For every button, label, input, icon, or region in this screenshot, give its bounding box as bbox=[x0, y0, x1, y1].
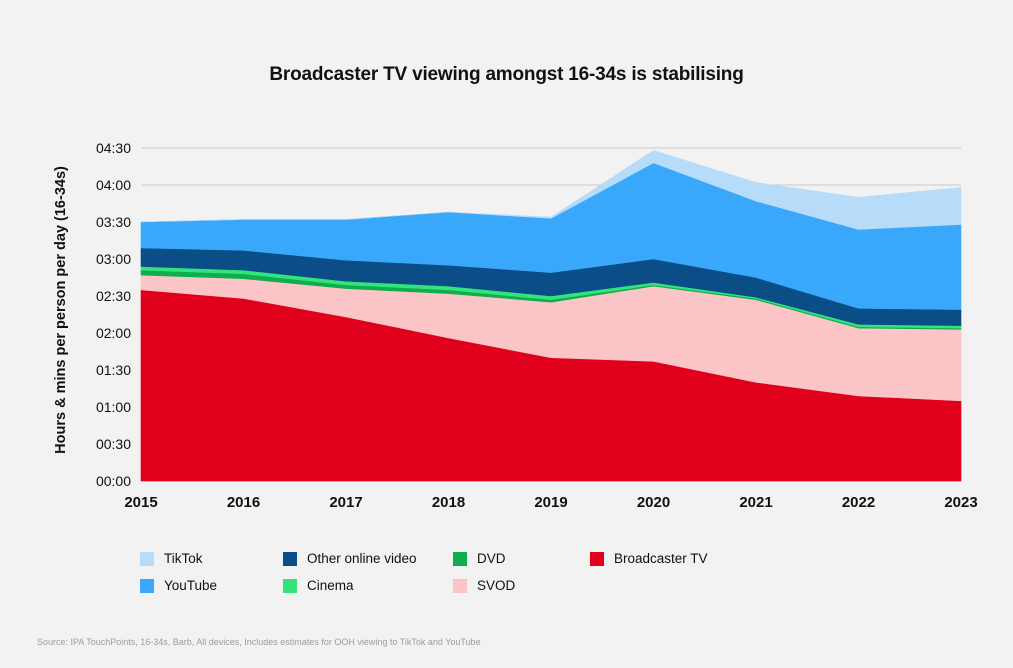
y-tick-label: 03:00 bbox=[96, 251, 131, 267]
legend-swatch bbox=[140, 551, 154, 566]
legend-item-svod: SVOD bbox=[453, 578, 515, 593]
y-tick-label: 02:30 bbox=[96, 288, 131, 304]
legend-item-dvd: DVD bbox=[453, 551, 506, 566]
area-tiktok bbox=[140, 150, 962, 230]
legend-label: SVOD bbox=[477, 578, 516, 593]
legend-label: Cinema bbox=[307, 578, 354, 593]
legend-swatch bbox=[453, 551, 467, 566]
y-tick-label: 00:00 bbox=[96, 473, 131, 489]
x-tick-label: 2020 bbox=[637, 494, 670, 511]
legend-swatch bbox=[283, 551, 297, 566]
y-tick-label: 00:30 bbox=[96, 436, 131, 452]
legend-label: TikTok bbox=[164, 551, 203, 566]
legend-swatch bbox=[283, 578, 297, 593]
y-tick-label: 04:00 bbox=[96, 177, 131, 193]
y-tick-label: 04:30 bbox=[96, 140, 131, 156]
legend-label: Other online video bbox=[307, 551, 417, 566]
y-tick-label: 03:30 bbox=[96, 214, 131, 230]
chart-title: Broadcaster TV viewing amongst 16-34s is… bbox=[269, 64, 744, 85]
y-tick-label: 01:30 bbox=[96, 362, 131, 378]
x-tick-label: 2023 bbox=[944, 494, 977, 511]
legend-label: DVD bbox=[477, 551, 506, 566]
x-tick-label: 2017 bbox=[329, 494, 362, 511]
x-tick-label: 2021 bbox=[739, 494, 772, 511]
y-axis-label: Hours & mins per person per day (16-34s) bbox=[53, 166, 69, 454]
legend-item-tiktok: TikTok bbox=[140, 551, 203, 566]
legend-label: Broadcaster TV bbox=[614, 551, 708, 566]
legend-label: YouTube bbox=[164, 578, 218, 593]
legend-swatch bbox=[590, 551, 604, 566]
x-tick-label: 2022 bbox=[842, 494, 875, 511]
x-tick-label: 2016 bbox=[227, 494, 260, 511]
area-series bbox=[140, 150, 962, 482]
y-tick-label: 02:00 bbox=[96, 325, 131, 341]
legend-swatch bbox=[453, 578, 467, 593]
legend-item-broadcaster-tv: Broadcaster TV bbox=[590, 551, 708, 566]
source-note: Source: IPA TouchPoints, 16-34s, Barb, A… bbox=[37, 637, 481, 647]
x-tick-label: 2018 bbox=[432, 494, 465, 511]
legend-item-cinema: Cinema bbox=[283, 578, 354, 593]
legend-swatch bbox=[140, 578, 154, 593]
x-axis-tick-labels: 2015 2016 2017 2018 2019 2020 2021 2022 2023 bbox=[124, 494, 977, 511]
x-tick-label: 2019 bbox=[534, 494, 567, 511]
y-axis-tick-labels: 00:00 00:30 01:00 01:30 02:00 02:30 03:00 03:30… bbox=[96, 140, 131, 489]
y-tick-label: 01:00 bbox=[96, 399, 131, 415]
legend-item-other-online-video: Other online video bbox=[283, 551, 417, 566]
x-tick-label: 2015 bbox=[124, 494, 157, 511]
legend-item-youtube: YouTube bbox=[140, 578, 217, 593]
